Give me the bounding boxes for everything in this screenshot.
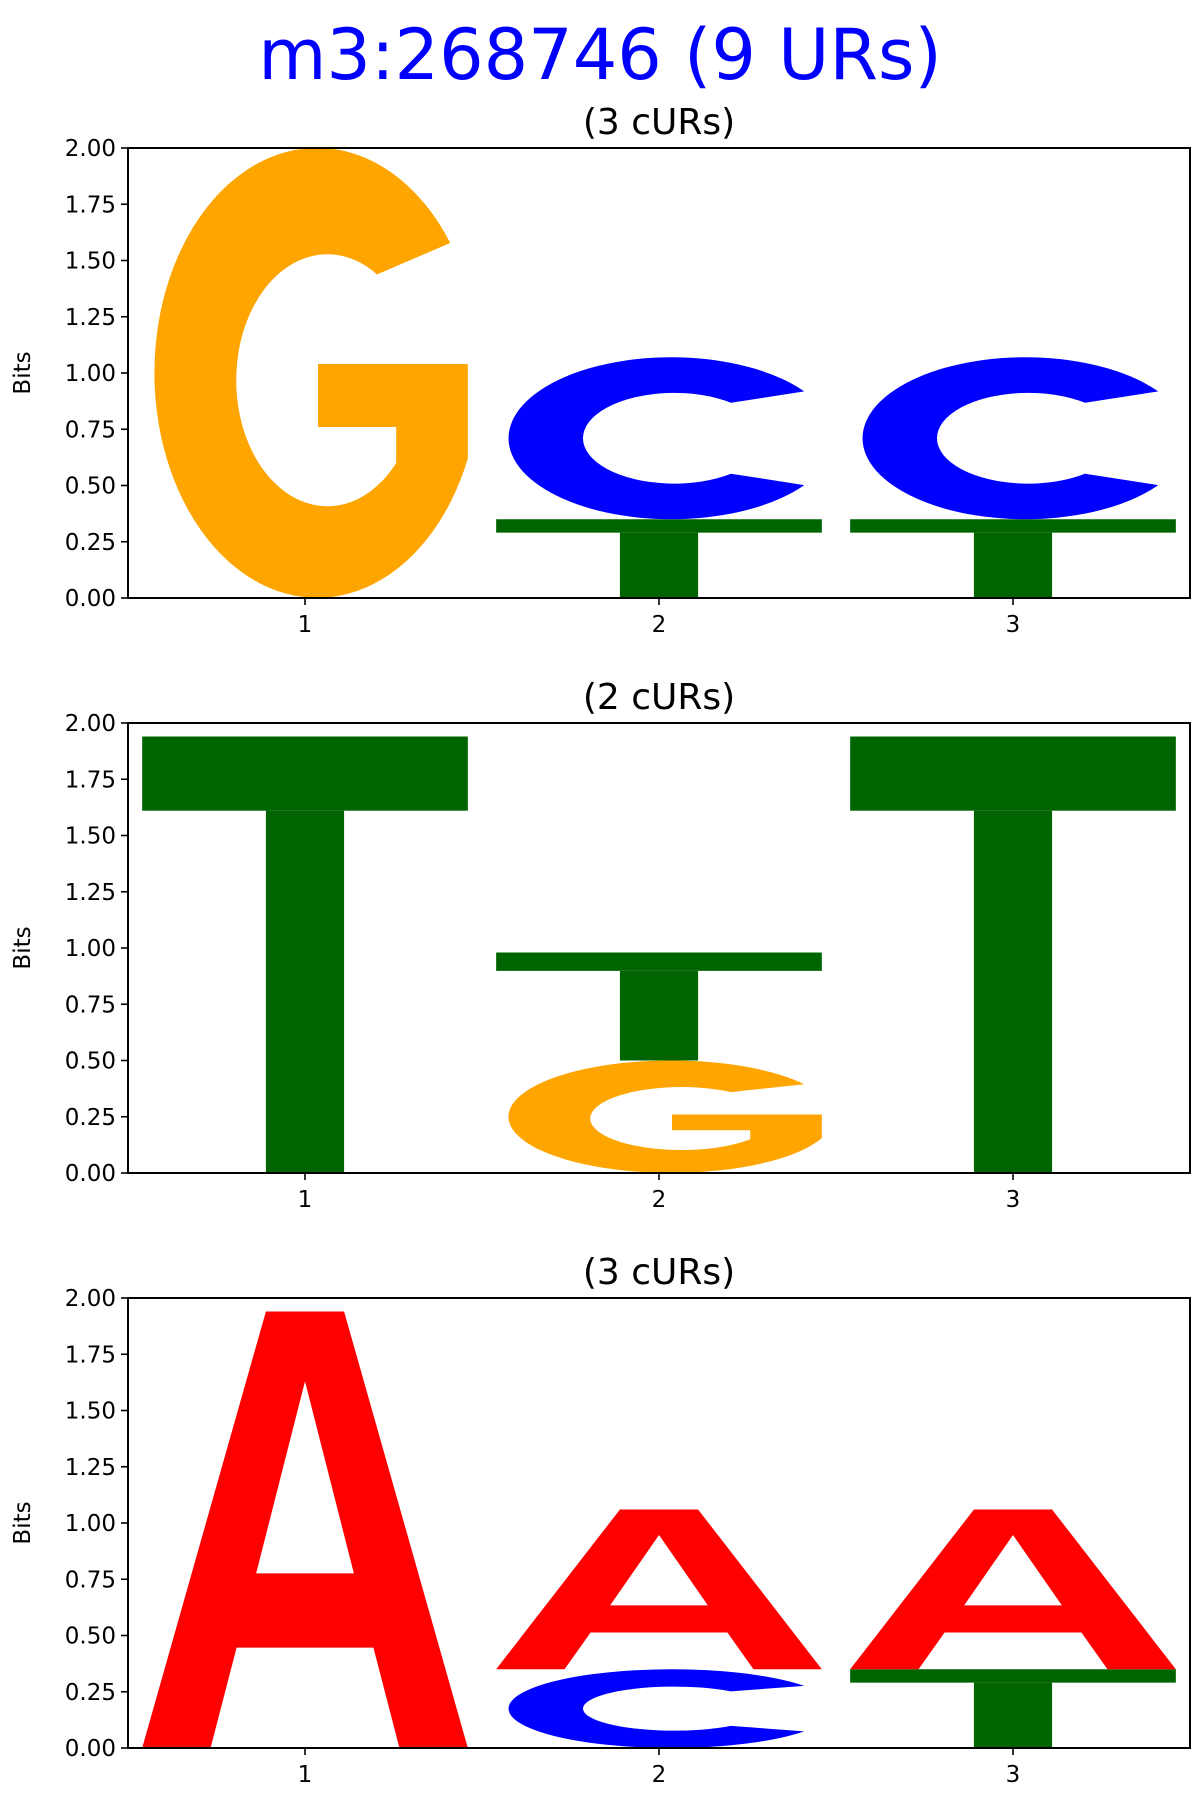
letter-T-pos-3 bbox=[850, 736, 1176, 1173]
y-tick-label: 1.75 bbox=[65, 192, 116, 218]
y-tick-label: 2.00 bbox=[65, 136, 116, 162]
y-axis-label: Bits bbox=[10, 1501, 36, 1544]
letter-T-pos-2 bbox=[496, 519, 822, 598]
y-tick-label: 0.00 bbox=[65, 586, 116, 612]
letter-G-pos-1 bbox=[154, 147, 468, 598]
y-tick-label: 0.25 bbox=[65, 1105, 116, 1131]
y-tick-label: 0.50 bbox=[65, 1624, 116, 1650]
letter-C-pos-2 bbox=[508, 1669, 805, 1748]
x-tick-label: 2 bbox=[652, 1762, 667, 1788]
y-tick-label: 0.25 bbox=[65, 530, 116, 556]
panel-title: (3 cURs) bbox=[583, 1252, 735, 1293]
y-tick-label: 0.00 bbox=[65, 1736, 116, 1762]
y-tick-label: 1.25 bbox=[65, 305, 116, 331]
y-tick-label: 0.75 bbox=[65, 992, 116, 1018]
y-tick-label: 1.25 bbox=[65, 1455, 116, 1481]
y-tick-label: 0.00 bbox=[65, 1161, 116, 1187]
letter-A-pos-1 bbox=[142, 1311, 468, 1748]
panel-title: (2 cURs) bbox=[583, 677, 735, 718]
y-tick-label: 1.50 bbox=[65, 824, 116, 850]
y-tick-label: 1.50 bbox=[65, 249, 116, 275]
letter-A-pos-3 bbox=[850, 1509, 1176, 1670]
y-tick-label: 0.50 bbox=[65, 474, 116, 500]
x-tick-label: 3 bbox=[1006, 1762, 1021, 1788]
letter-G-pos-2 bbox=[508, 1060, 822, 1173]
y-tick-label: 1.00 bbox=[65, 936, 116, 962]
panel-title: (3 cURs) bbox=[583, 102, 735, 143]
letter-T-pos-2 bbox=[496, 952, 822, 1061]
figure-title: m3:268746 (9 URs) bbox=[258, 14, 942, 96]
letter-C-pos-2 bbox=[508, 357, 805, 520]
letter-C-pos-3 bbox=[862, 357, 1159, 520]
letter-T-pos-3 bbox=[850, 1669, 1176, 1748]
letter-T-pos-1 bbox=[142, 736, 468, 1173]
y-tick-label: 2.00 bbox=[65, 711, 116, 737]
y-tick-label: 1.75 bbox=[65, 767, 116, 793]
logo-panel-1: (3 cURs) Bits 0.00 0.25 0.50 0.75 1.00 1.25 1.50… bbox=[10, 102, 1191, 638]
y-tick-label: 0.25 bbox=[65, 1680, 116, 1706]
logo-panel-3: (3 cURs) Bits 0.00 0.25 0.50 0.75 1.00 1.25 1.50… bbox=[10, 1252, 1191, 1788]
y-tick-label: 1.25 bbox=[65, 880, 116, 906]
x-tick-label: 2 bbox=[652, 1187, 667, 1213]
y-tick-label: 1.75 bbox=[65, 1342, 116, 1368]
y-tick-label: 1.00 bbox=[65, 361, 116, 387]
letter-T-pos-3 bbox=[850, 519, 1176, 598]
x-tick-label: 2 bbox=[652, 612, 667, 638]
y-axis-label: Bits bbox=[10, 926, 36, 969]
y-tick-label: 1.00 bbox=[65, 1511, 116, 1537]
x-tick-label: 3 bbox=[1006, 612, 1021, 638]
y-tick-label: 2.00 bbox=[65, 1286, 116, 1312]
y-axis-label: Bits bbox=[10, 351, 36, 394]
y-tick-label: 0.75 bbox=[65, 1567, 116, 1593]
y-tick-label: 0.75 bbox=[65, 417, 116, 443]
x-tick-label: 1 bbox=[298, 1762, 313, 1788]
x-tick-label: 3 bbox=[1006, 1187, 1021, 1213]
logo-panel-2: (2 cURs) Bits 0.00 0.25 0.50 0.75 1.00 1.25 1.50… bbox=[10, 677, 1191, 1213]
x-tick-label: 1 bbox=[298, 1187, 313, 1213]
x-tick-label: 1 bbox=[298, 612, 313, 638]
y-tick-label: 1.50 bbox=[65, 1399, 116, 1425]
letter-A-pos-2 bbox=[496, 1509, 822, 1670]
y-tick-label: 0.50 bbox=[65, 1049, 116, 1075]
